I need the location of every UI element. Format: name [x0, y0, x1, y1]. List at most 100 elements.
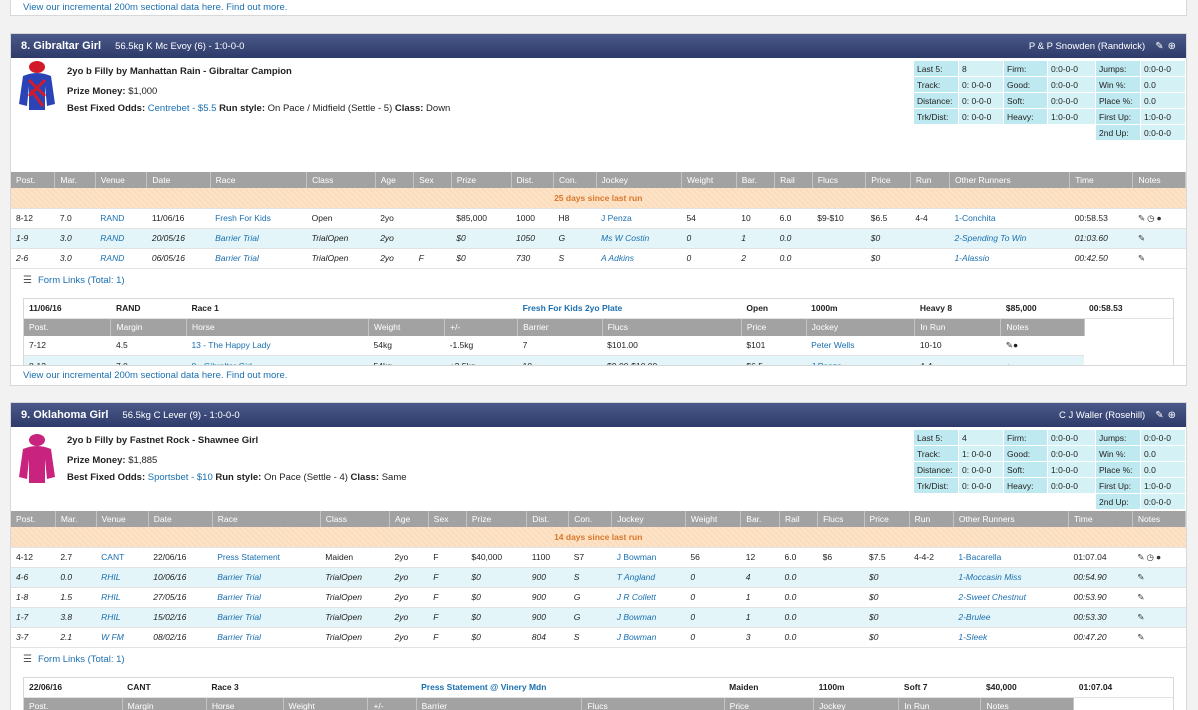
form-cell-notes[interactable]: ✎◷● [1132, 208, 1186, 229]
form-cell-others[interactable]: 1-Conchita [949, 208, 1070, 229]
form-link-jockey[interactable]: J Bowman [616, 632, 657, 642]
sectional-notice-text[interactable]: View our incremental 200m sectional data… [23, 2, 288, 13]
form-cell-notes[interactable]: ✎◷● [1132, 547, 1186, 568]
notes-icons[interactable]: ✎◷● [1137, 551, 1164, 562]
form-cell-venue[interactable]: RHIL [96, 607, 149, 628]
form-link-jockey[interactable]: J Bowman [616, 612, 657, 622]
form-cell-notes[interactable]: ✎ [1132, 567, 1186, 588]
plus-circle-icon[interactable]: ⊕ [1167, 409, 1176, 421]
sub-cell-horse[interactable]: 13 - The Happy Lady [186, 335, 369, 356]
form-cell-jockey[interactable]: J R Collett [611, 587, 686, 608]
form-link-venue[interactable]: RHIL [101, 572, 121, 582]
form-cell-venue[interactable]: RHIL [96, 567, 149, 588]
form-link-jockey[interactable]: J Penza [601, 213, 632, 223]
form-links-row[interactable]: ☰ Form Links (Total: 1) [11, 648, 1186, 672]
form-link-race[interactable]: Barrier Trial [217, 572, 261, 582]
form-cell-others[interactable]: 1-Bacarella [953, 547, 1069, 568]
sub-link-jockey[interactable]: Peter Wells [811, 340, 855, 351]
notes-icons[interactable]: ✎ [1137, 232, 1148, 243]
notes-icons[interactable]: ✎◷● [1137, 212, 1164, 223]
form-cell-venue[interactable]: W FM [96, 627, 149, 648]
form-cell-race[interactable]: Barrier Trial [212, 607, 321, 628]
form-cell-jockey[interactable]: J Penza [596, 208, 682, 229]
race-name-link[interactable]: Press Statement @ Vinery Mdn [421, 682, 547, 693]
race-name-link[interactable]: Fresh For Kids 2yo Plate [522, 303, 623, 314]
form-cell-notes[interactable]: ✎ [1132, 228, 1186, 249]
pencil-icon[interactable]: ✎ [1155, 40, 1164, 52]
pencil-icon[interactable]: ✎ [1155, 409, 1164, 421]
notes-icons[interactable]: ✎ [1137, 252, 1148, 263]
trainer-name[interactable]: C J Waller (Rosehill) [1059, 409, 1146, 421]
form-cell-jockey[interactable]: T Angland [611, 567, 686, 588]
notes-icons[interactable]: ✎ [1137, 611, 1147, 622]
best-odds-link[interactable]: Centrebet - $5.5 [147, 103, 217, 114]
form-link-venue[interactable]: CANT [101, 552, 125, 562]
race-summary-cell[interactable]: Press Statement @ Vinery Mdn [416, 677, 725, 698]
sectional-notice-text[interactable]: View our incremental 200m sectional data… [23, 370, 288, 381]
form-cell-others[interactable]: 1-Sleek [953, 627, 1069, 648]
form-cell-race[interactable]: Barrier Trial [210, 248, 307, 269]
notes-icons[interactable]: ✎ [1137, 631, 1147, 642]
form-link-others[interactable]: 1-Alassio [954, 253, 990, 263]
best-odds-link[interactable]: Sportsbet - $10 [147, 472, 213, 483]
form-link-others[interactable]: 1-Moccasin Miss [958, 572, 1022, 582]
form-cell-jockey[interactable]: J Bowman [611, 607, 686, 628]
form-link-others[interactable]: 2-Spending To Win [954, 233, 1027, 243]
runner-name[interactable]: 8. Gibraltar Girl [21, 40, 102, 52]
notes-icons[interactable]: ✎ [1137, 571, 1147, 582]
form-link-jockey[interactable]: J R Collett [616, 592, 656, 602]
form-link-venue[interactable]: RAND [100, 253, 125, 263]
form-link-venue[interactable]: RHIL [101, 612, 121, 622]
form-link-jockey[interactable]: J Bowman [616, 552, 657, 562]
notes-icons[interactable]: ✎ [1137, 591, 1147, 602]
form-cell-notes[interactable]: ✎ [1132, 607, 1186, 628]
form-link-others[interactable]: 2-Brulee [958, 612, 991, 622]
sub-link-horse[interactable]: 13 - The Happy Lady [191, 340, 271, 351]
form-links-label[interactable]: Form Links (Total: 1) [37, 275, 125, 286]
form-link-venue[interactable]: RAND [100, 233, 125, 243]
form-link-race[interactable]: Barrier Trial [215, 233, 259, 243]
form-link-jockey[interactable]: A Adkins [601, 253, 634, 263]
form-links-row[interactable]: ☰ Form Links (Total: 1) [11, 269, 1186, 293]
form-link-others[interactable]: 2-Sweet Chestnut [958, 592, 1026, 602]
form-cell-others[interactable]: 1-Alassio [949, 248, 1070, 269]
form-cell-race[interactable]: Barrier Trial [212, 627, 321, 648]
form-cell-notes[interactable]: ✎ [1132, 587, 1186, 608]
form-cell-notes[interactable]: ✎ [1132, 627, 1186, 648]
form-link-jockey[interactable]: Ms W Costin [601, 233, 650, 243]
trainer-name[interactable]: P & P Snowden (Randwick) [1028, 40, 1146, 52]
form-cell-venue[interactable]: CANT [96, 547, 149, 568]
form-cell-others[interactable]: 2-Spending To Win [949, 228, 1070, 249]
form-cell-jockey[interactable]: J Bowman [611, 627, 686, 648]
form-links-label[interactable]: Form Links (Total: 1) [37, 654, 125, 665]
form-cell-race[interactable]: Barrier Trial [212, 587, 321, 608]
form-cell-others[interactable]: 2-Brulee [953, 607, 1069, 628]
form-cell-race[interactable]: Press Statement [212, 547, 321, 568]
form-link-race[interactable]: Press Statement [217, 552, 281, 562]
form-link-others[interactable]: 1-Conchita [954, 213, 996, 223]
race-summary-cell[interactable]: Fresh For Kids 2yo Plate [517, 298, 742, 319]
form-link-race[interactable]: Barrier Trial [217, 592, 261, 602]
form-cell-jockey[interactable]: Ms W Costin [596, 228, 682, 249]
form-cell-race[interactable]: Fresh For Kids [210, 208, 307, 229]
form-link-venue[interactable]: RAND [100, 213, 125, 223]
form-link-venue[interactable]: RHIL [101, 592, 121, 602]
sub-cell-jockey[interactable]: Peter Wells [806, 335, 915, 356]
form-cell-race[interactable]: Barrier Trial [210, 228, 307, 249]
sectional-notice-middle[interactable]: View our incremental 200m sectional data… [10, 365, 1187, 386]
form-link-others[interactable]: 1-Bacarella [958, 552, 1002, 562]
form-link-race[interactable]: Barrier Trial [217, 612, 261, 622]
form-cell-venue[interactable]: RHIL [96, 587, 149, 608]
form-cell-jockey[interactable]: J Bowman [611, 547, 686, 568]
plus-circle-icon[interactable]: ⊕ [1167, 40, 1176, 52]
form-cell-others[interactable]: 2-Sweet Chestnut [953, 587, 1069, 608]
runner-name[interactable]: 9. Oklahoma Girl [21, 409, 109, 421]
form-cell-others[interactable]: 1-Moccasin Miss [953, 567, 1069, 588]
form-cell-venue[interactable]: RAND [95, 208, 147, 229]
form-cell-race[interactable]: Barrier Trial [212, 567, 321, 588]
form-cell-venue[interactable]: RAND [95, 228, 147, 249]
form-cell-notes[interactable]: ✎ [1132, 248, 1186, 269]
sectional-notice-top[interactable]: View our incremental 200m sectional data… [10, 0, 1187, 16]
form-link-others[interactable]: 1-Sleek [958, 632, 988, 642]
form-cell-venue[interactable]: RAND [95, 248, 147, 269]
